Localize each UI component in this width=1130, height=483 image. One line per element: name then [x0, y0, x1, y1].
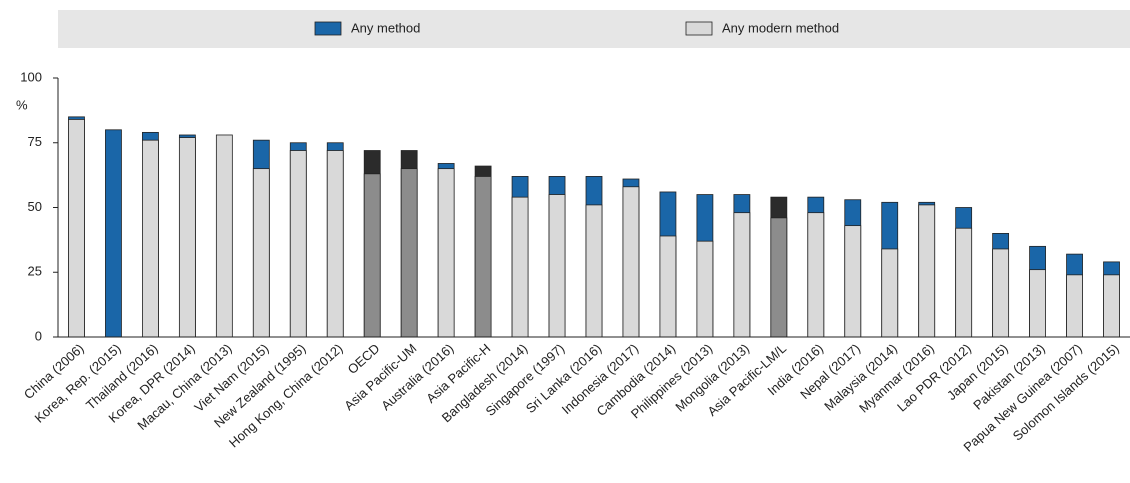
bar	[844, 225, 862, 338]
bar	[881, 248, 899, 338]
y-tick-label: 100	[20, 69, 42, 84]
legend-swatch	[685, 21, 713, 36]
bar	[511, 196, 529, 338]
bar	[400, 168, 418, 338]
bar	[105, 129, 122, 338]
bar	[437, 168, 455, 338]
bar	[326, 150, 344, 338]
legend-label: Any modern method	[722, 20, 839, 35]
bar	[1066, 274, 1083, 338]
bar	[659, 235, 677, 338]
y-tick-label: 75	[28, 134, 42, 149]
bar	[622, 186, 640, 338]
bar	[955, 227, 973, 338]
bar	[474, 176, 492, 338]
bar	[992, 248, 1010, 338]
bar	[252, 168, 270, 338]
bar	[770, 217, 788, 338]
bar	[178, 137, 196, 338]
bar	[68, 119, 85, 338]
bar	[807, 212, 825, 338]
legend-label: Any method	[351, 20, 420, 35]
bar	[289, 150, 307, 338]
bar	[142, 139, 159, 338]
bar	[363, 173, 381, 338]
legend-band	[58, 10, 1130, 48]
legend-swatch	[314, 21, 342, 36]
bar	[548, 194, 566, 338]
bar	[1103, 274, 1120, 338]
y-tick-label: 0	[35, 328, 42, 343]
bar	[696, 240, 714, 338]
bar	[1029, 269, 1046, 338]
bar	[918, 204, 936, 338]
bar	[733, 212, 751, 338]
bar	[215, 134, 233, 338]
y-tick-label: 25	[28, 264, 42, 279]
y-axis-label: %	[16, 97, 28, 112]
y-tick-label: 50	[28, 199, 42, 214]
bar	[585, 204, 603, 338]
